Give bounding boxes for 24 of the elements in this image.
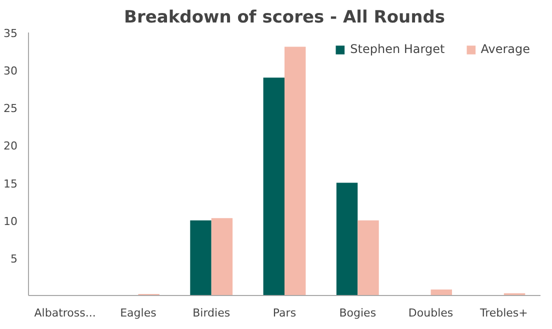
chart-title: Breakdown of scores - All Rounds	[124, 8, 446, 28]
y-tick-label: 5	[10, 252, 18, 266]
y-tick-label: 15	[4, 177, 18, 190]
y-tick-label: 10	[4, 214, 18, 228]
y-tick-label: 25	[4, 102, 18, 116]
x-tick-label: Birdies	[192, 306, 230, 320]
bar	[190, 220, 212, 296]
bar	[263, 78, 284, 296]
x-tick-label: Albatross...	[34, 306, 96, 320]
bar	[336, 182, 358, 296]
bar	[284, 46, 306, 296]
bar	[358, 220, 379, 296]
legend-label: Average	[480, 42, 530, 56]
x-tick-label: Pars	[272, 306, 296, 320]
bar	[211, 218, 233, 296]
bar	[430, 289, 452, 296]
x-tick-label: Bogies	[339, 306, 376, 320]
y-tick-label: 30	[4, 64, 18, 78]
x-tick-label: Eagles	[120, 306, 157, 320]
legend-label: Stephen Harget	[350, 42, 445, 56]
x-tick-label: Doubles	[408, 306, 454, 320]
y-tick-label: 35	[4, 27, 18, 40]
x-tick-label: Trebles+	[478, 306, 528, 320]
y-tick-label: 20	[4, 140, 18, 153]
